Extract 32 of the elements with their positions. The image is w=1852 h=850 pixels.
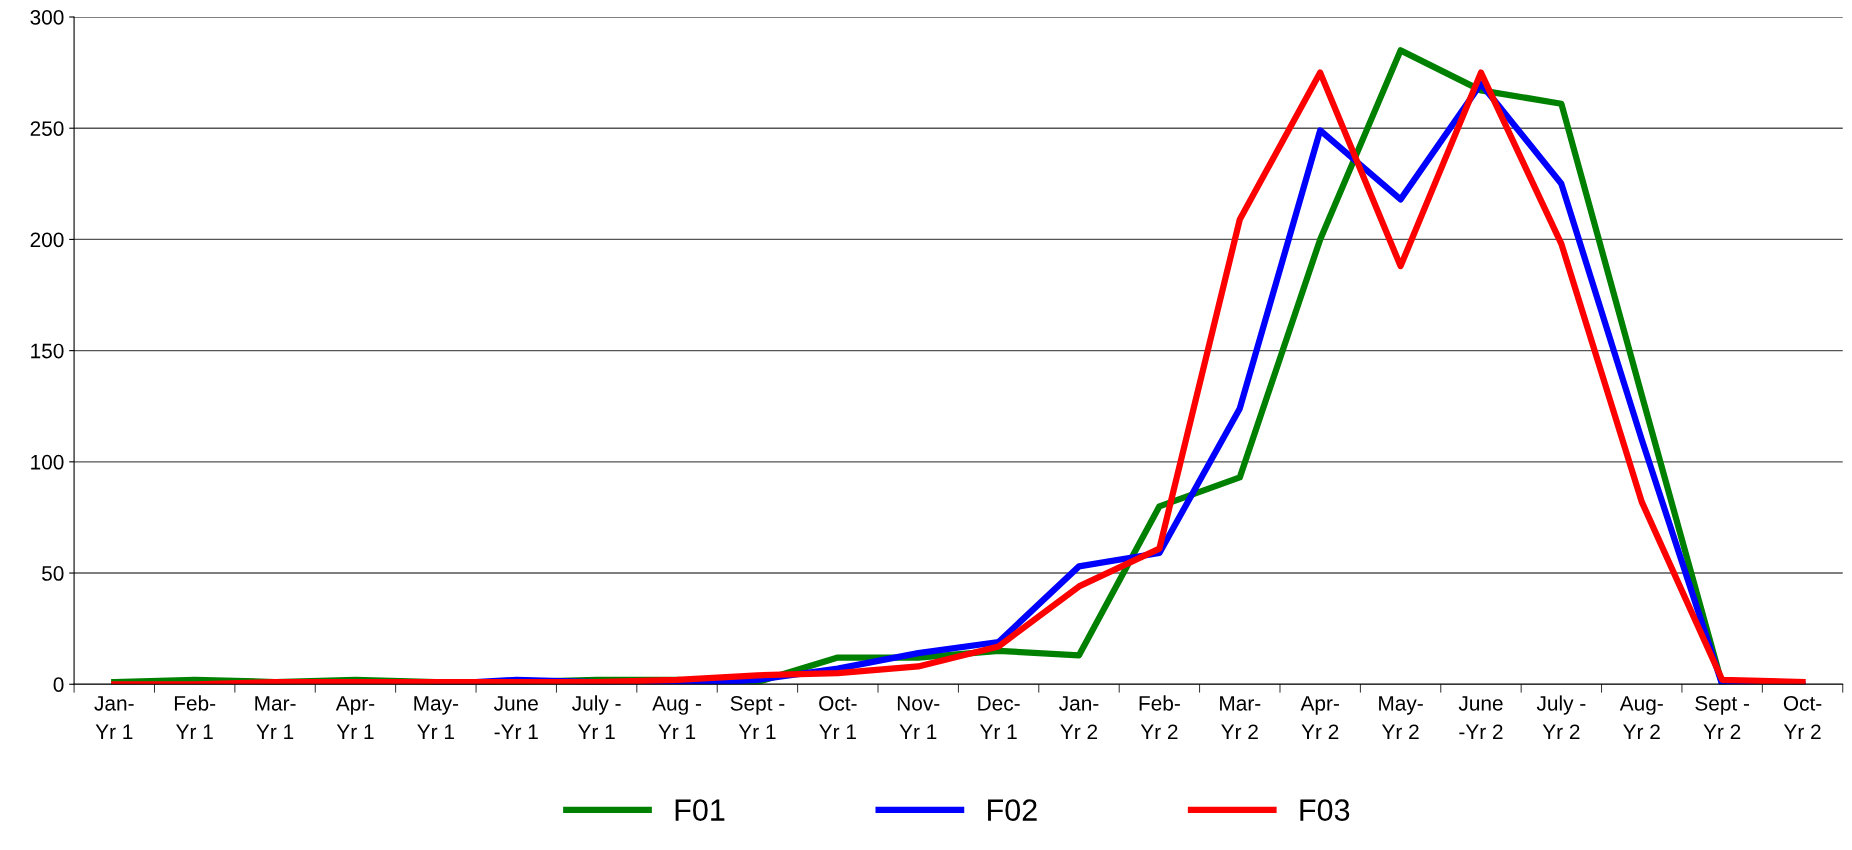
x-tick-label: May- Yr 1	[414, 696, 459, 739]
x-tick-label: July - Yr 2	[1536, 695, 1586, 739]
x-tick-label: May- Yr 2	[1379, 696, 1423, 739]
x-tick-label: June -Yr 2	[1458, 696, 1503, 739]
y-tick-label: 0	[53, 677, 64, 692]
legend-label: F01	[675, 799, 725, 821]
y-tick-label: 250	[30, 121, 64, 136]
y-tick-label: 150	[31, 343, 64, 359]
x-tick-label: Feb- Yr 1	[174, 695, 216, 739]
legend-label: F03	[1300, 799, 1350, 821]
x-tick-label: June -Yr 1	[493, 696, 538, 739]
x-tick-label: Sept - Yr 1	[730, 695, 785, 739]
x-tick-label: Mar- Yr 1	[255, 696, 296, 739]
y-tick-label: 300	[30, 10, 64, 25]
y-tick-label: 200	[30, 232, 64, 248]
legend-label: F02	[988, 799, 1037, 821]
x-tick-label: Mar- Yr 2	[1220, 696, 1261, 739]
x-tick-label: Aug - Yr 1	[652, 696, 702, 739]
x-tick-label: Nov- Yr 1	[897, 696, 940, 739]
y-tick-label: 50	[42, 566, 64, 581]
x-tick-label: Feb- Yr 2	[1139, 695, 1180, 739]
x-tick-label: Jan- Yr 2	[1059, 696, 1099, 739]
x-tick-label: Oct- Yr 1	[819, 695, 857, 739]
y-tick-label: 100	[31, 454, 64, 470]
x-tick-label: Jan- Yr 1	[94, 696, 134, 739]
x-tick-label: Oct- Yr 2	[1783, 695, 1822, 739]
x-tick-label: July - Yr 1	[572, 695, 621, 739]
x-tick-label: Apr- Yr 2	[1300, 696, 1339, 739]
x-tick-label: Dec- Yr 1	[978, 696, 1020, 739]
x-tick-label: Apr- Yr 1	[335, 696, 375, 739]
x-tick-label: Sept - Yr 2	[1695, 695, 1750, 739]
x-tick-label: Aug- Yr 2	[1619, 696, 1663, 739]
